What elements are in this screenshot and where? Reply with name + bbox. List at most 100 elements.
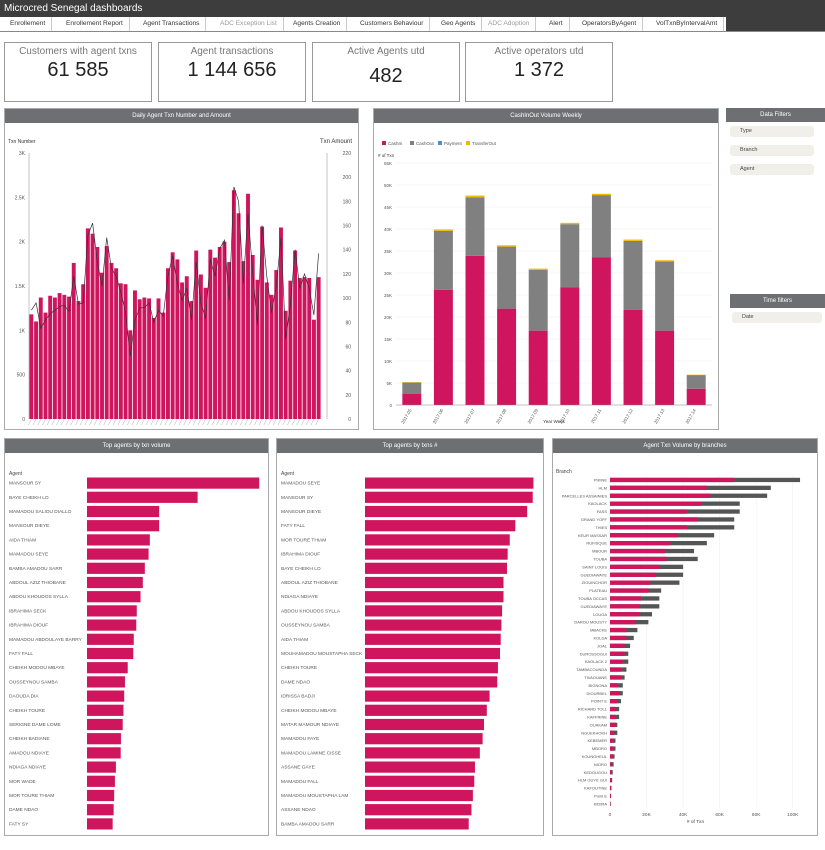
y-tick-label: 3K [19, 151, 26, 157]
y2-tick-label: 60 [345, 344, 351, 350]
y-tick-label: 50K [384, 183, 392, 188]
daily-txn-chart[interactable]: Txn Number Txn Amount 0 500 1K 1.5K 2K 2.5K 3K 0 2… [5, 123, 358, 429]
agent-label: BAYE CHEIKH LO [9, 495, 49, 501]
branch-bar-primary [610, 596, 642, 601]
top-agents-volume-chart[interactable]: Agent MANSOUR SY BAYE CHEIKH LO MAMADOU SAL… [5, 453, 268, 835]
weekly-bar-cashin [528, 330, 548, 405]
y2-tick-label: 160 [343, 224, 352, 230]
branch-label: TOUBA OCCAS [578, 596, 607, 601]
weekly-bar-cashout [465, 197, 485, 256]
panel-header: Data Filters [726, 108, 825, 122]
y-tick-label: 1.5K [15, 284, 26, 290]
tab-enrollement-report[interactable]: Enrollement Report [60, 17, 130, 31]
x-tick-label: 80K [752, 812, 761, 818]
agent-bar [365, 633, 501, 645]
x-tick-mark [79, 418, 84, 426]
x-tick-label: 40K [679, 812, 688, 818]
tab-geo-agents[interactable]: Geo Agents [435, 17, 483, 31]
weekly-cashinout-chart[interactable]: CashIn CashOut Payment TransferOut # of Txn 0… [374, 123, 718, 429]
branch-bar-primary [610, 517, 698, 522]
daily-txn-bar [180, 282, 185, 419]
kpi-value: 1 144 656 [187, 59, 277, 81]
branches-volume-chart[interactable]: Branch 0 20K 40K 60K 80K 100K PIKINE HLM PARCELLE… [553, 453, 817, 835]
top-agents-count-chart[interactable]: Agent MAMADOU SEYE MANSOUR SY MANSOUR DIEYE… [277, 453, 543, 835]
agent-bar [87, 761, 116, 773]
agent-label: MAMADOU SEYE [281, 481, 320, 487]
weekly-cashinout-panel: CashInOut Volume Weekly CashIn CashOut Pay… [373, 108, 719, 430]
branch-label: OUAKAM [590, 722, 607, 727]
branch-label: GUEDIAWAYE [580, 604, 607, 609]
x-tick-mark [193, 418, 197, 426]
x-tick-mark [56, 418, 60, 426]
y-tick-label: 2K [19, 240, 26, 246]
x-tick-mark [164, 418, 169, 426]
kpi-label: Customers with agent txns [19, 46, 137, 57]
agent-label: FATY FALL [281, 523, 305, 529]
filter-agent-button[interactable]: Agent [730, 164, 814, 175]
agent-label: IBRAHIMA SECK [9, 608, 47, 614]
tab-operators-by-agent[interactable]: OperatorsByAgent [576, 17, 644, 31]
agent-bar [365, 662, 498, 674]
kpi-active-operators: Active operators utd 1 372 [465, 42, 613, 102]
tab-alert[interactable]: Alert [543, 17, 570, 31]
agent-label: BAMBA AMADOU SARR [9, 566, 63, 572]
branch-bar-primary [610, 612, 640, 617]
x-tick-mark [150, 418, 154, 426]
daily-txn-bar [38, 297, 43, 419]
agent-bar [87, 505, 160, 518]
filter-date-button[interactable]: Date [732, 312, 822, 323]
branch-label: HLM GUYE GUI [578, 778, 607, 783]
y2-tick-label: 80 [345, 320, 351, 326]
branch-label: HLM [599, 485, 607, 490]
daily-txn-bar [104, 246, 109, 419]
y-tick-label: 2.5K [15, 195, 26, 201]
x-tick-mark [145, 418, 150, 426]
daily-txn-bar [175, 259, 180, 419]
agent-label: MOR TOURE THIAM [9, 793, 54, 799]
filter-type-button[interactable]: Type [730, 126, 814, 137]
daily-txn-bar [307, 278, 312, 419]
filter-branch-button[interactable]: Branch [730, 145, 814, 156]
tab-enrollement[interactable]: Enrollement [4, 17, 53, 31]
agent-label: DAME NDAO [281, 679, 310, 685]
x-tick-label: 2017.09 [527, 408, 540, 425]
agent-bar [87, 718, 123, 731]
branch-bar-primary [610, 659, 623, 664]
weekly-bar-transferout [465, 195, 485, 198]
daily-txn-bar [123, 284, 128, 419]
weekly-bar-cashin [623, 309, 643, 405]
branch-bar-primary [610, 509, 687, 514]
x-tick-mark [108, 418, 112, 426]
x-tick-label: 2017.11 [590, 408, 603, 425]
y2-tick-label: 40 [345, 369, 351, 375]
agent-bar [87, 690, 125, 702]
tab-adc-exception-list[interactable]: ADC Exception List [214, 17, 284, 31]
branch-label: FASS [597, 509, 608, 514]
agent-bar [87, 647, 134, 660]
kpi-customers-with-agent-txns: Customers with agent txns 61 585 [4, 42, 152, 102]
agent-bar [87, 633, 134, 645]
weekly-bar-cashout [655, 261, 675, 331]
tab-bar: Enrollement Enrollement Report Agent Tra… [0, 17, 825, 32]
agent-bar [365, 491, 533, 503]
branch-bar-primary [610, 564, 660, 569]
branch-bar-primary [610, 635, 627, 641]
x-tick-mark [174, 418, 178, 426]
tab-adc-adoption[interactable]: ADC Adoption [482, 17, 537, 31]
tab-agents-creation[interactable]: Agents Creation [287, 17, 348, 31]
tab-customers-behaviour[interactable]: Customers Behaviour [354, 17, 431, 31]
tab-vol-txn-by-interval-amt[interactable]: VolTxnByIntervalAmt [650, 17, 725, 31]
x-tick-mark [117, 418, 122, 426]
agent-label: MOUHAMADOU MOUSTAPHA SECK [281, 651, 363, 657]
column-label: Branch [556, 469, 572, 475]
agent-bar [365, 690, 490, 702]
tab-agent-transactions[interactable]: Agent Transactions [137, 17, 207, 31]
agent-label: CHEIKH MODOU MBAYE [9, 665, 65, 671]
daily-txn-bar [260, 226, 265, 419]
daily-txn-bar [43, 312, 48, 419]
agent-label: MAMADOU FAYE [281, 736, 319, 742]
branch-label: JOAL [597, 643, 608, 648]
branch-bar-primary [610, 667, 621, 672]
agent-bar [87, 662, 128, 674]
agent-bar [365, 747, 480, 759]
